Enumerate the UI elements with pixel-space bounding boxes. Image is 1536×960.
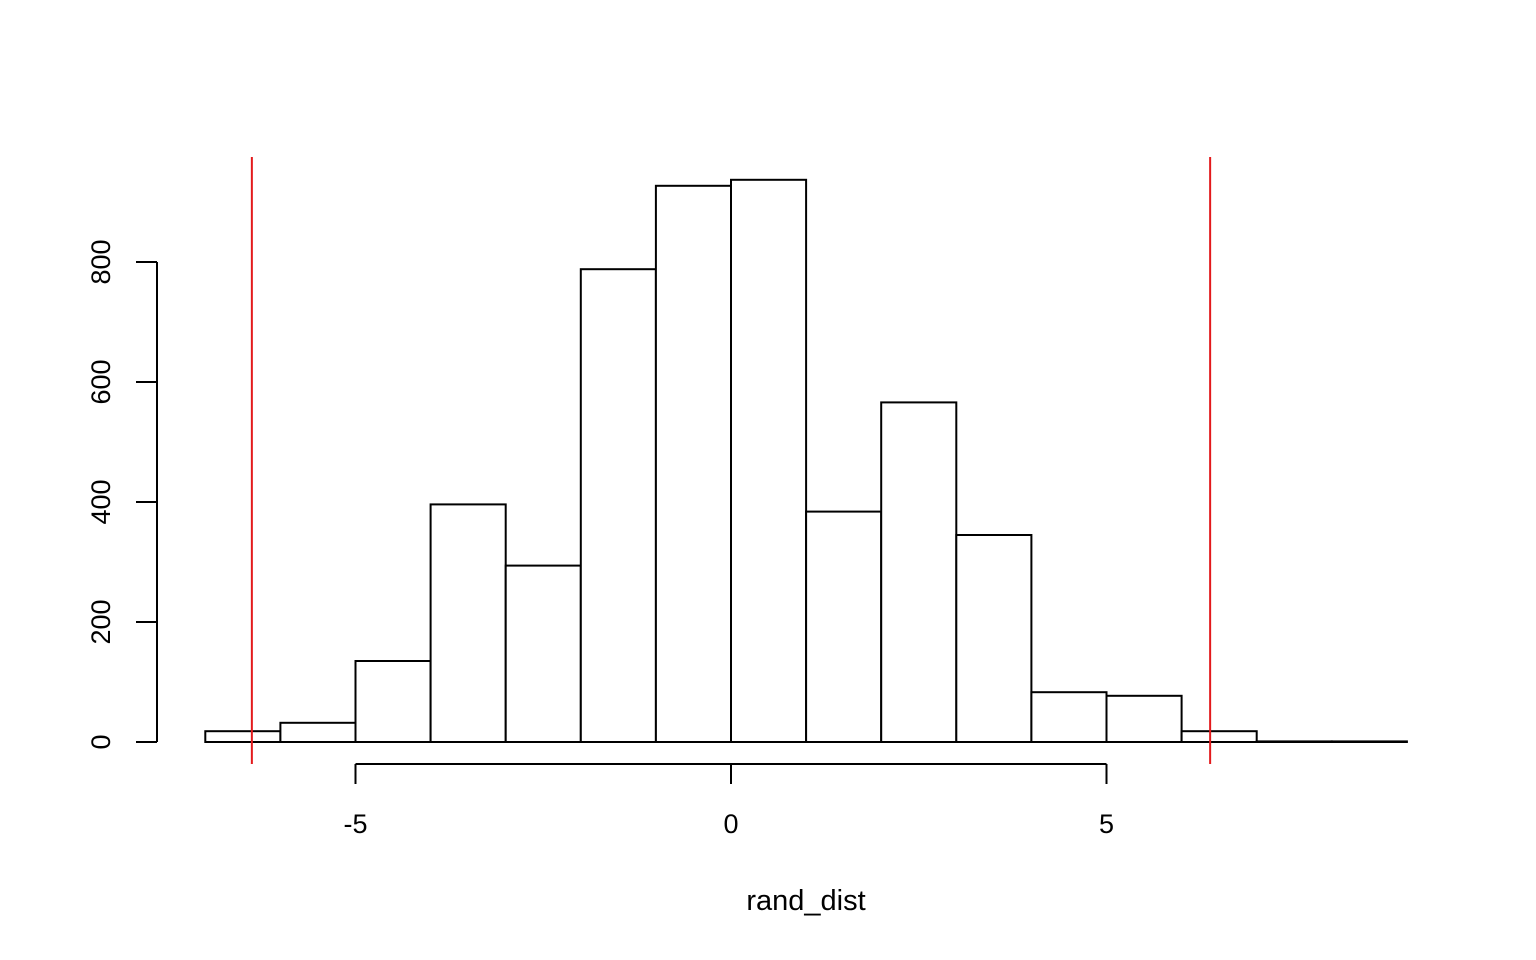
- x-tick-label-1: 0: [723, 809, 738, 839]
- histogram-bar-7: [730, 178, 808, 744]
- reference-lines: [250, 157, 1212, 764]
- x-tick-label-2: 5: [1099, 809, 1114, 839]
- y-tick-label-0: 0: [86, 734, 116, 749]
- y-tick-label-1: 200: [86, 599, 116, 644]
- histogram-bar-10: [955, 534, 1033, 743]
- histogram-bar-15: [1330, 740, 1408, 744]
- histogram-bar-4: [504, 564, 582, 743]
- histogram-bar-12: [1105, 694, 1183, 743]
- y-tick-label-4: 800: [86, 239, 116, 284]
- histogram-bar-8: [805, 510, 883, 743]
- y-axis: 0 200 400 600 800: [86, 239, 158, 750]
- x-axis-title: rand_dist: [746, 885, 865, 917]
- y-tick-label-3: 600: [86, 359, 116, 404]
- histogram-bars: [204, 178, 1408, 744]
- histogram-bar-6: [654, 184, 733, 744]
- x-tick-label-0: -5: [343, 809, 367, 839]
- histogram-bar-1: [279, 721, 357, 743]
- histogram-bar-13: [1180, 730, 1258, 744]
- x-axis: -5 0 5: [343, 763, 1114, 839]
- histogram-bar-5: [579, 268, 657, 743]
- histogram-bar-3: [429, 503, 507, 743]
- histogram-bar-9: [880, 401, 958, 743]
- histogram-bar-11: [1030, 691, 1108, 744]
- histogram-bar-14: [1255, 740, 1333, 744]
- histogram-bar-2: [354, 660, 432, 743]
- histogram-bar-0: [204, 730, 282, 744]
- y-tick-label-2: 400: [86, 479, 116, 524]
